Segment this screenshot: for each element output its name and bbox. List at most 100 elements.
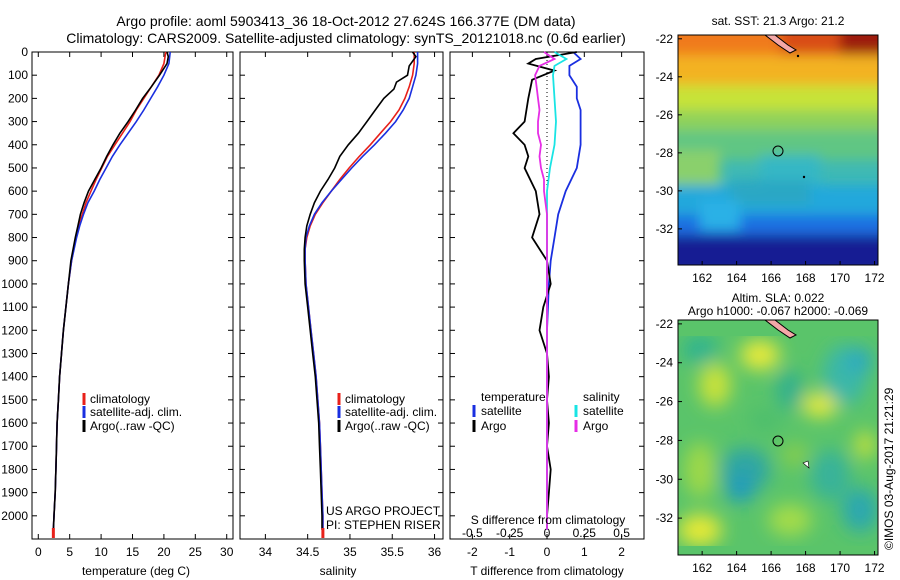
salinity-tick-label: -0.25 [496, 526, 524, 540]
legend-salinity-satellite-label: satellite [583, 404, 624, 418]
map-x-tick-label: 164 [727, 271, 747, 285]
x-tick-label: 0 [544, 545, 551, 559]
map-y-tick-label: -22 [656, 32, 674, 46]
sla-map [678, 320, 878, 555]
coastline-patch [764, 35, 798, 54]
legend-temperature-satellite-label: satellite [481, 404, 522, 418]
temperature-panel: 0 5 10 15 20 25 300100200300400500600700800900… [1, 45, 233, 559]
figure-title-line1: Argo profile: aoml 5903413_36 18-Oct-201… [116, 13, 575, 29]
map-y-tick-label: -26 [656, 108, 674, 122]
map-x-tick-label: 166 [761, 271, 781, 285]
x-tick-label: 10 [94, 545, 108, 559]
depth-tick-label: 1000 [1, 277, 28, 291]
x-tick-label: 2 [618, 545, 625, 559]
x-tick-label: 36 [428, 545, 442, 559]
island-dot [796, 54, 800, 58]
x-tick-label: 1 [581, 545, 588, 559]
depth-tick-label: 2000 [1, 509, 28, 523]
x-tick-label: 25 [189, 545, 203, 559]
legend-salinity-argo-label: Argo [583, 419, 609, 433]
legend-satellite-label: satellite-adj. clim. [90, 405, 182, 419]
float-location-marker [772, 145, 784, 157]
series-line-0 [52, 51, 167, 530]
legend-temperature-title: temperature [481, 390, 546, 404]
x-tick-label: 34 [259, 545, 273, 559]
depth-tick-label: 1800 [1, 462, 28, 476]
float-location-marker [772, 435, 784, 447]
salinity-panel: 34 34.5 35 35.5 36 [240, 51, 443, 559]
depth-tick-label: 600 [8, 184, 28, 198]
series-line-2 [303, 51, 417, 530]
difference-legend: temperature salinity satellite Argo sate… [471, 390, 626, 527]
map-x-tick-label: 172 [865, 561, 885, 575]
x-tick-label: 35.5 [381, 545, 405, 559]
difference-series-3 [534, 51, 557, 530]
project-annotation: US ARGO PROJECT [326, 504, 441, 518]
temperature-panel-frame [31, 51, 234, 540]
map-y-tick-label: -32 [656, 511, 674, 525]
map-x-tick-label: 162 [692, 561, 712, 575]
coastline-patch [764, 320, 798, 339]
sst-map-title: sat. SST: 21.3 Argo: 21.2 [712, 14, 845, 28]
depth-tick-label: 1300 [1, 346, 28, 360]
difference-axis-label: T difference from climatology [470, 564, 624, 578]
map-x-tick-label: 172 [865, 271, 885, 285]
depth-tick-label: 1600 [1, 416, 28, 430]
difference-series-0 [546, 51, 583, 530]
salinity-tick-label: 0.5 [613, 526, 630, 540]
series-line-1 [304, 52, 419, 530]
temperature-legend: climatology satellite-adj. clim. Argo(..… [82, 392, 182, 433]
sla-map-title-line2: Argo h1000: -0.067 h2000: -0.069 [688, 304, 868, 318]
series-line-1 [52, 51, 171, 530]
depth-tick-label: 1400 [1, 370, 28, 384]
map-y-tick-label: -28 [656, 146, 674, 160]
depth-tick-label: 1500 [1, 393, 28, 407]
depth-tick-label: 200 [8, 91, 28, 105]
x-tick-label: 5 [66, 545, 73, 559]
depth-tick-label: 500 [8, 161, 28, 175]
legend-temperature-argo-label: Argo [481, 419, 507, 433]
map-y-tick-label: -24 [656, 70, 674, 84]
x-tick-label: 35 [343, 545, 357, 559]
map-y-tick-label: -32 [656, 222, 674, 236]
island-dot [802, 175, 806, 179]
x-tick-label: 15 [126, 545, 140, 559]
map-y-tick-label: -26 [656, 395, 674, 409]
map-y-tick-label: -24 [656, 356, 674, 370]
legend-climatology-label: climatology [90, 392, 150, 406]
difference-series-1 [512, 51, 577, 530]
map-x-tick-label: 164 [727, 561, 747, 575]
depth-tick-label: 1200 [1, 323, 28, 337]
depth-tick-label: 1900 [1, 486, 28, 500]
sla-map-axes: 162 164 166 168 170 172 -22 -24 -26 -28 -30 -32 [656, 317, 885, 575]
x-tick-label: 30 [220, 545, 234, 559]
x-tick-label: 20 [157, 545, 171, 559]
salinity-legend: climatology satellite-adj. clim. Argo(..… [326, 392, 441, 532]
x-tick-label: -1 [504, 545, 515, 559]
x-tick-label: 34.5 [296, 545, 320, 559]
sst-map [678, 35, 878, 265]
depth-tick-label: 100 [8, 68, 28, 82]
depth-tick-label: 700 [8, 207, 28, 221]
map-y-tick-label: -22 [656, 317, 674, 331]
legend-climatology-label: climatology [345, 392, 405, 406]
map-x-tick-label: 162 [692, 271, 712, 285]
map-x-tick-label: 168 [796, 561, 816, 575]
depth-tick-label: 400 [8, 138, 28, 152]
x-tick-label: 0 [35, 545, 42, 559]
x-tick-label: -2 [467, 545, 478, 559]
salinity-tick-label: 0.25 [573, 526, 597, 540]
depth-tick-label: 1700 [1, 439, 28, 453]
map-x-tick-label: 166 [761, 561, 781, 575]
sst-map-frame [677, 34, 879, 266]
map-x-tick-label: 168 [796, 271, 816, 285]
figure-title-line2: Climatology: CARS2009. Satellite-adjuste… [66, 30, 626, 46]
sla-map-title-line1: Altim. SLA: 0.022 [732, 291, 825, 305]
map-y-tick-label: -28 [656, 433, 674, 447]
legend-argo-label: Argo(..raw -QC) [90, 419, 175, 433]
map-x-tick-label: 170 [830, 561, 850, 575]
sst-map-axes: 162 164 166 168 170 172 -22 -24 -26 -28 -30 -32 [656, 32, 885, 285]
sla-map-frame [677, 319, 879, 556]
map-x-tick-label: 170 [830, 271, 850, 285]
depth-tick-label: 0 [21, 45, 28, 59]
